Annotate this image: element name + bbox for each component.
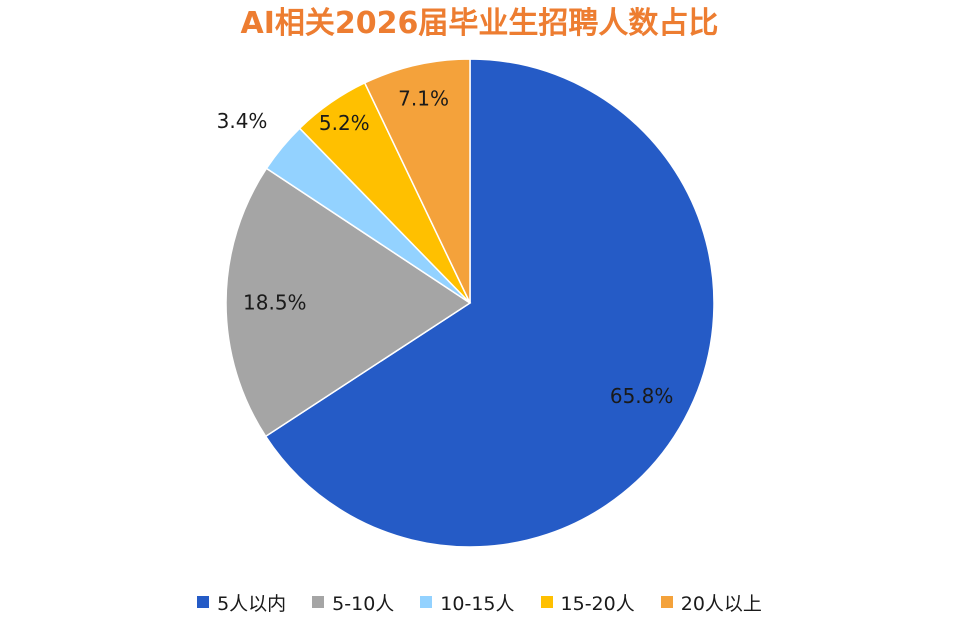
legend-item: 5-10人 xyxy=(312,589,394,616)
legend-label: 5-10人 xyxy=(332,592,395,615)
chart-title: AI相关2026届毕业生招聘人数占比 xyxy=(240,6,719,41)
legend-label: 20人以上 xyxy=(680,592,762,615)
pie-value-labels: 65.8% 18.5% 3.4% 5.2% 7.1% xyxy=(217,86,674,408)
legend-swatch xyxy=(197,596,210,608)
legend-item: 20人以上 xyxy=(660,589,762,616)
legend-item: 10-15人 xyxy=(420,589,515,616)
legend-label: 10-15人 xyxy=(440,592,515,615)
legend-swatch xyxy=(660,596,673,608)
pie-slices xyxy=(225,58,715,548)
pie-value-label: 7.1% xyxy=(398,86,449,110)
pie-value-label: 65.8% xyxy=(610,384,674,408)
legend-item: 15-20人 xyxy=(540,589,635,616)
chart-legend: 5人以内 5-10人 10-15人 15-20人 20人以上 xyxy=(0,588,959,616)
pie-slice-1 xyxy=(264,58,715,548)
legend-swatch xyxy=(312,596,325,608)
legend-label: 5人以内 xyxy=(217,592,287,615)
pie-slice-5 xyxy=(363,58,471,304)
legend-item: 5人以内 xyxy=(197,589,286,616)
pie-slice-2 xyxy=(225,167,472,438)
legend-swatch xyxy=(420,596,433,608)
pie-value-label: 3.4% xyxy=(217,109,268,133)
pie-value-label: 5.2% xyxy=(319,111,370,135)
legend-swatch xyxy=(540,596,553,608)
pie-value-label: 18.5% xyxy=(243,290,307,314)
legend-label: 15-20人 xyxy=(560,592,635,615)
